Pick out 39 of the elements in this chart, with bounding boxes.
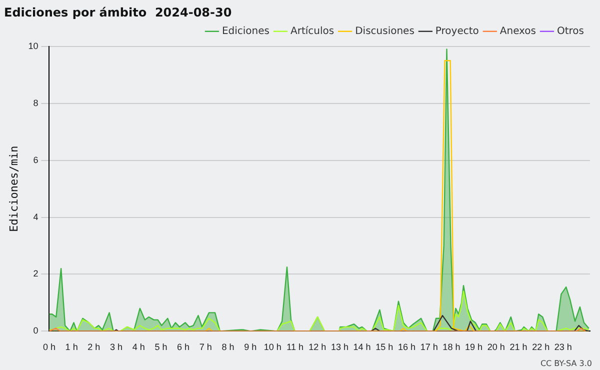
x-tick-label: 10 h	[264, 342, 282, 352]
x-tick-label: 20 h	[487, 342, 505, 352]
x-tick-label: 8 h	[222, 342, 234, 352]
x-tick-label: 21 h	[510, 342, 528, 352]
x-tick-label: 11 h	[286, 342, 304, 352]
legend-label: Anexos	[500, 26, 536, 37]
x-tick-label: 18 h	[442, 342, 460, 352]
x-tick-label: 7 h	[199, 342, 212, 352]
y-tick-label: 0	[33, 326, 38, 336]
legend-label: Ediciones	[222, 26, 270, 37]
y-tick-label: 6	[33, 154, 38, 165]
x-tick-label: 16 h	[398, 342, 416, 352]
y-axis-title: Ediciones/min	[7, 146, 20, 232]
legend-label: Discusiones	[355, 26, 414, 37]
legend-label: Otros	[556, 26, 584, 37]
x-tick-label: 5 h	[154, 342, 168, 352]
x-tick-label: 23 h	[554, 342, 572, 352]
x-tick-label: 19 h	[465, 342, 483, 352]
x-tick-label: 3 h	[110, 342, 123, 352]
x-tick-label: 13 h	[330, 342, 348, 352]
x-tick-label: 6 h	[177, 342, 190, 352]
x-tick-label: 17 h	[420, 342, 438, 352]
x-tick-label: 2 h	[88, 342, 100, 352]
x-tick-label: 14 h	[353, 342, 371, 352]
chart-title: Ediciones por ámbito 2024-08-30	[4, 5, 232, 20]
x-tick-label: 9 h	[244, 342, 257, 352]
legend-label: Proyecto	[435, 26, 479, 37]
x-tick-label: 22 h	[532, 342, 550, 352]
y-tick-label: 4	[33, 212, 38, 222]
y-tick-label: 2	[33, 268, 38, 279]
y-tick-label: 10	[28, 40, 38, 51]
legend-label: Artículos	[290, 26, 334, 37]
x-tick-label: 4 h	[132, 342, 145, 352]
text: CC BY-SA 3.0	[540, 359, 592, 368]
x-tick-label: 15 h	[376, 342, 394, 352]
x-tick-label: 1 h	[65, 342, 78, 352]
x-tick-label: 12 h	[308, 342, 326, 352]
y-tick-label: 8	[33, 98, 38, 108]
x-tick-label: 0 h	[42, 342, 56, 352]
